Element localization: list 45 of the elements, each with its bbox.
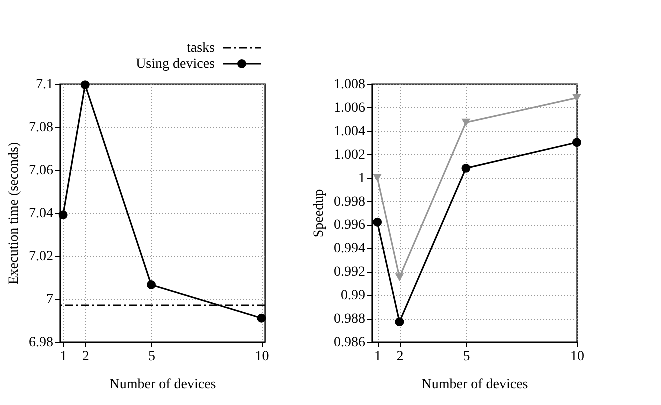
point <box>80 80 90 90</box>
y-tick-label: 7.08 <box>29 120 54 136</box>
x-tick-label: 10 <box>255 350 270 364</box>
y-tick-label: 0.996 <box>334 218 366 234</box>
y-tick-label: 1.004 <box>334 124 366 140</box>
x-tick-label: 10 <box>570 350 584 364</box>
y-tick-label: 7.04 <box>29 206 54 222</box>
point <box>462 118 471 127</box>
x-tick-label: 5 <box>148 350 156 364</box>
y-tick-label: 1 <box>358 171 366 186</box>
point <box>58 210 68 220</box>
y-tick-label: 0.992 <box>334 265 366 280</box>
y-tick-label: 0.986 <box>334 336 366 350</box>
point <box>147 280 156 290</box>
x-tick-label: 1 <box>374 350 382 364</box>
y-tick-label: 7.1 <box>36 78 54 92</box>
y-tick-label: 1.006 <box>334 100 366 116</box>
x-axis-title: Number of devices <box>110 378 216 392</box>
x-tick-label: 2 <box>396 350 404 364</box>
y-axis-title: Execution time (seconds) <box>7 142 22 285</box>
point <box>572 138 582 148</box>
legend-label: tasks <box>187 41 215 56</box>
point <box>373 218 382 227</box>
y-tick-label: 0.99 <box>341 288 366 304</box>
x-tick-label: 5 <box>463 350 470 364</box>
y-tick-label: 1.008 <box>334 78 366 92</box>
y-tick-label: 7.02 <box>29 250 54 264</box>
x-tick-label: 1 <box>60 350 68 364</box>
point <box>257 314 266 323</box>
point <box>462 164 471 173</box>
x-axis-title: Number of devices <box>422 378 528 392</box>
legend-label: Using devices <box>136 57 215 72</box>
y-tick-label: 7.06 <box>29 164 54 178</box>
y-tick-label: 0.988 <box>334 312 366 328</box>
y-tick-label: 1.002 <box>334 148 366 163</box>
y-tick-label: 0.994 <box>334 242 366 257</box>
point <box>373 174 382 182</box>
y-tick-label: 0.998 <box>334 194 366 210</box>
point <box>572 94 582 102</box>
point <box>395 318 404 327</box>
y-tick-label: 7 <box>46 292 54 308</box>
y-tick-label: 6.98 <box>29 336 54 350</box>
x-tick-label: 2 <box>82 350 90 364</box>
y-axis-title: Speedup <box>312 189 327 238</box>
point <box>395 274 404 282</box>
